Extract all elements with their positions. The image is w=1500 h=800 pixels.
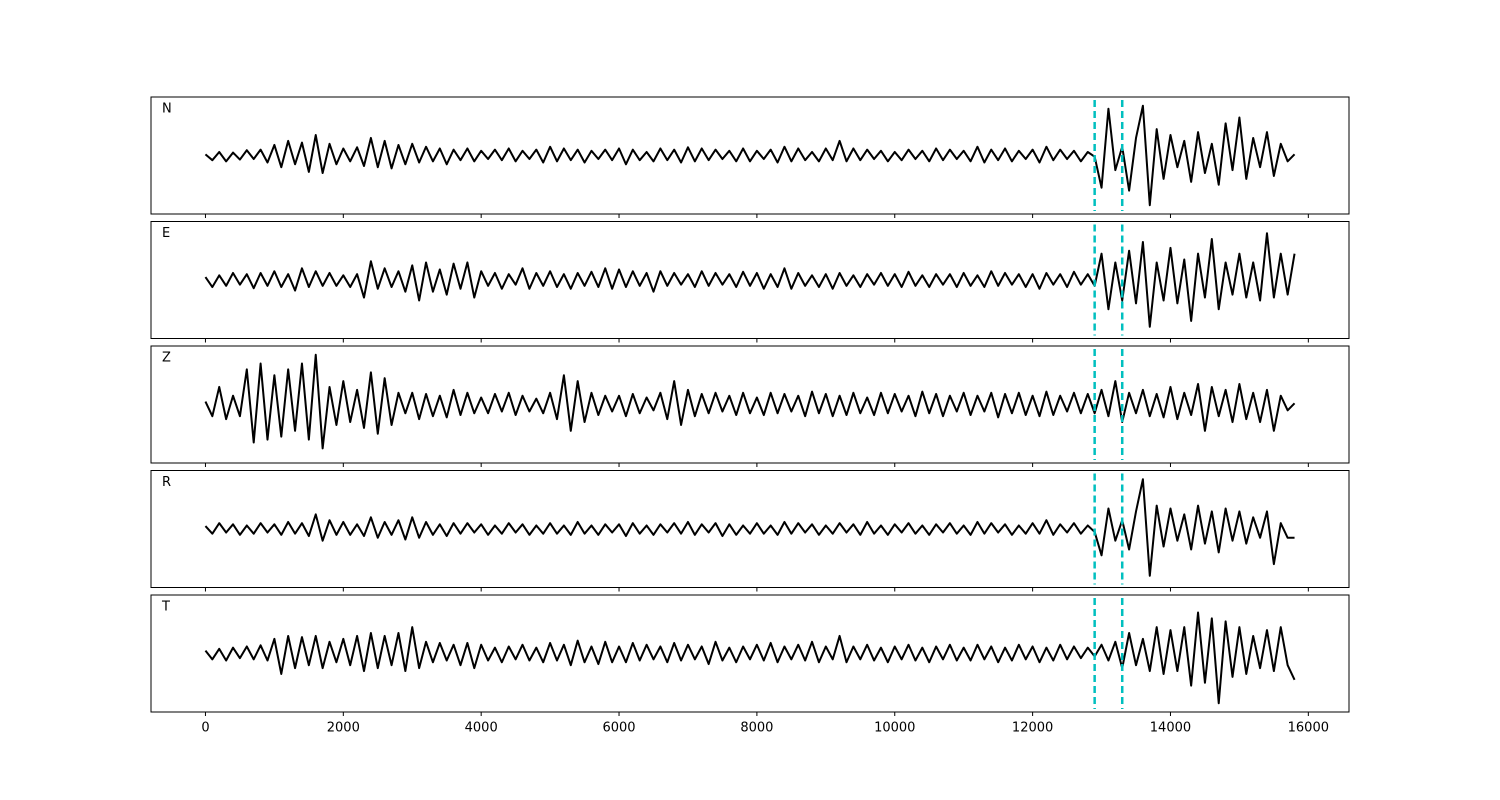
- x-tick-label: 0: [201, 721, 209, 736]
- panel-label: T: [161, 600, 170, 615]
- trace: [204, 104, 1296, 207]
- trace: [204, 232, 1296, 328]
- panel-label: E: [162, 226, 170, 241]
- panel-frame: [150, 345, 1350, 464]
- trace: [204, 478, 1295, 577]
- x-tick-label: 14000: [1150, 721, 1191, 736]
- x-tick-label: 10000: [874, 721, 915, 736]
- x-tick-label: 12000: [1012, 721, 1053, 736]
- panel-frame: [150, 96, 1350, 215]
- panel-label: R: [162, 475, 171, 490]
- panel-frame: [150, 470, 1350, 588]
- x-tick-label: 4000: [465, 721, 498, 736]
- x-tick-label: 16000: [1288, 721, 1329, 736]
- panel-label: N: [162, 102, 172, 117]
- panel-frame: [150, 594, 1350, 713]
- panel-frame: [150, 221, 1350, 339]
- x-tick-label: 8000: [740, 721, 773, 736]
- x-tick-label: 2000: [327, 721, 360, 736]
- panel-label: Z: [162, 351, 171, 366]
- x-tick-label: 6000: [602, 721, 635, 736]
- trace: [204, 611, 1296, 705]
- trace: [204, 353, 1296, 450]
